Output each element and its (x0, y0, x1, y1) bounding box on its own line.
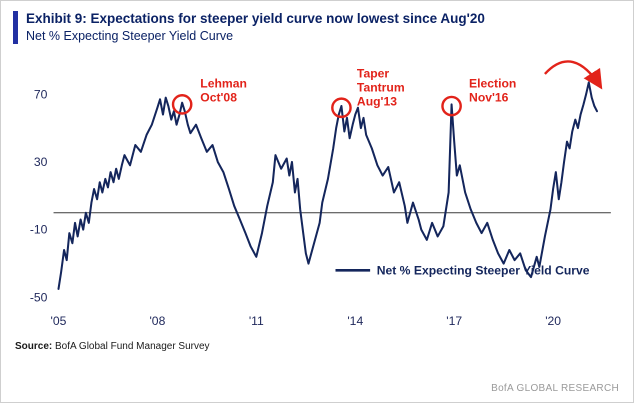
x-axis-tick-label: '05 (51, 314, 67, 328)
y-axis-tick-label: 30 (34, 155, 48, 169)
x-axis-tick-label: '14 (347, 314, 363, 328)
yield-curve-line-chart: 70 30 -10 -50'05 '08 '11 '14 '17 '20 Lehman Oct'08… (30, 60, 611, 328)
title-accent-bar (13, 11, 18, 45)
chart-subtitle: Net % Expecting Steeper Yield Curve (26, 28, 234, 43)
y-axis-tick-label: 70 (34, 87, 48, 101)
series-line (57, 81, 598, 291)
x-axis-tick-label: '20 (545, 314, 561, 328)
chart-area: 70 30 -10 -50'05 '08 '11 '14 '17 '20 Lehman Oct'08… (13, 46, 621, 335)
source-line: Source: BofA Global Fund Manager Survey (15, 341, 210, 352)
title-block: Exhibit 9: Expectations for steeper yiel… (26, 11, 485, 44)
annotation-circle (171, 94, 193, 115)
annotation-label: Lehman Oct'08 (200, 77, 247, 105)
annotation-label: Election Nov'16 (469, 77, 516, 105)
trend-arrow-icon (544, 60, 603, 90)
exhibit-label: Exhibit 9: (26, 11, 87, 26)
annotation-circle (441, 95, 462, 117)
chart-header: Exhibit 9: Expectations for steeper yiel… (13, 11, 621, 45)
annotation-label: Taper Tantrum Aug'13 (357, 66, 405, 108)
y-axis-tick-label: -50 (30, 291, 48, 305)
legend-label: Net % Expecting Steeper Yield Curve (377, 263, 590, 277)
x-axis-tick-label: '11 (249, 314, 264, 328)
annotation-circle (331, 97, 352, 119)
x-axis-tick-label: '17 (446, 314, 462, 328)
source-label: Source: (15, 341, 53, 353)
exhibit-title: Exhibit 9: Expectations for steeper yiel… (26, 11, 485, 28)
source-text: BofA Global Fund Manager Survey (55, 341, 210, 353)
chart-footer: Source: BofA Global Fund Manager Survey … (13, 335, 621, 396)
y-axis-tick-label: -10 (30, 223, 48, 237)
brand-text: BofA GLOBAL RESEARCH (491, 383, 619, 394)
exhibit-title-text: Expectations for steeper yield curve now… (90, 11, 485, 26)
x-axis-tick-label: '08 (149, 314, 165, 328)
